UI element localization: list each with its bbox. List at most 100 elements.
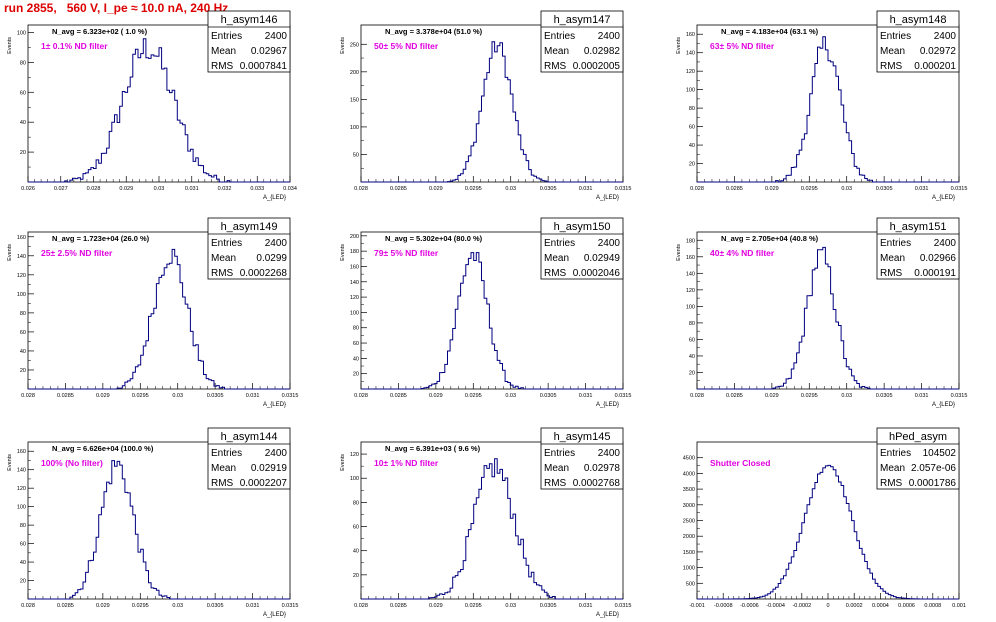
x-tick-label: 0.028 — [87, 186, 101, 192]
x-tick-label: 0.029 — [765, 393, 779, 399]
y-tick-label: 80 — [353, 326, 359, 332]
stats-value-rms: 0.0002268 — [240, 268, 288, 279]
stats-value-entries: 2400 — [934, 31, 957, 42]
stats-label-rms: RMS — [544, 268, 567, 279]
x-tick-label: 0.0285 — [390, 186, 407, 192]
y-tick-label: 80 — [20, 523, 26, 529]
y-tick-label: 100 — [350, 476, 359, 482]
x-axis-label: A_{LED} — [263, 402, 286, 408]
y-tick-label: 100 — [686, 304, 695, 310]
x-tick-label: 0.032 — [218, 186, 232, 192]
stats-label-mean: Mean — [544, 463, 569, 474]
navg-label: N_avg = 5.302e+04 (80.0 %) — [385, 234, 483, 243]
x-tick-label: 0.028 — [354, 603, 368, 609]
stats-label-rms: RMS — [880, 268, 903, 279]
stats-label-rms: RMS — [544, 61, 567, 72]
x-axis-label: A_{LED} — [263, 195, 286, 201]
y-tick-label: 160 — [17, 235, 26, 241]
x-tick-label: 0.026 — [21, 186, 35, 192]
histogram-name: h_asym146 — [221, 14, 278, 26]
y-tick-label: 100 — [350, 125, 359, 131]
x-tick-label: 0.029 — [429, 603, 443, 609]
stats-value-rms: 0.000201 — [914, 61, 956, 72]
stats-value-mean: 0.02972 — [920, 46, 957, 57]
y-tick-label: 20 — [20, 150, 26, 156]
stats-value-entries: 2400 — [265, 238, 288, 249]
y-tick-label: 20 — [353, 372, 359, 378]
stats-value-mean: 0.02982 — [584, 46, 621, 57]
x-tick-label: 0.0285 — [390, 603, 407, 609]
y-tick-label: 140 — [686, 271, 695, 277]
x-tick-label: 0.028 — [690, 186, 704, 192]
stats-label-mean: Mean — [211, 253, 236, 264]
x-tick-label: 0.0295 — [132, 603, 149, 609]
y-tick-label: 40 — [20, 120, 26, 126]
y-tick-label: 50 — [353, 152, 359, 158]
stats-value-entries: 2400 — [598, 31, 621, 42]
x-tick-label: 0.0004 — [872, 603, 889, 609]
stats-box — [207, 217, 291, 280]
x-tick-label: 0.0285 — [726, 186, 743, 192]
x-axis-label: A_{LED} — [932, 195, 955, 201]
x-tick-label: -0.0006 — [740, 603, 759, 609]
y-tick-label: 3500 — [683, 487, 695, 493]
x-tick-label: 0.0295 — [801, 186, 818, 192]
x-axis-label: A_{LED} — [263, 612, 286, 618]
y-tick-label: 20 — [353, 573, 359, 579]
y-tick-label: 120 — [17, 486, 26, 492]
stats-box — [876, 217, 960, 280]
x-tick-label: 0.029 — [119, 186, 133, 192]
stats-value-mean: 0.02967 — [251, 46, 288, 57]
x-tick-label: 0.0305 — [207, 603, 224, 609]
x-tick-label: 0.0006 — [898, 603, 915, 609]
stats-label-rms: RMS — [211, 61, 234, 72]
stats-box — [540, 427, 624, 490]
histogram-name: h_asym145 — [554, 431, 611, 443]
y-tick-label: 200 — [350, 234, 359, 240]
histogram-curve-h_asym148 — [697, 36, 959, 183]
y-tick-label: 100 — [17, 30, 26, 36]
filter-label: 100% (No filter) — [41, 458, 103, 468]
filter-label: 10± 1% ND filter — [374, 458, 439, 468]
navg-label: N_avg = 3.378e+04 (51.0 %) — [385, 27, 483, 36]
navg-label: N_avg = 2.705e+04 (40.8 %) — [721, 234, 819, 243]
x-tick-label: 0.031 — [579, 186, 593, 192]
stats-label-entries: Entries — [880, 31, 911, 42]
x-tick-label: 0.0002 — [846, 603, 863, 609]
histogram-curve-h_asym147 — [361, 41, 623, 183]
y-tick-label: 20 — [689, 162, 695, 168]
x-tick-label: -0.0008 — [714, 603, 733, 609]
x-tick-label: 0.034 — [283, 186, 297, 192]
histogram-curve-h_asym151 — [697, 246, 959, 390]
histogram-curve-hPed_asym — [697, 464, 959, 600]
y-tick-label: 120 — [686, 69, 695, 75]
x-axis-label: A_{LED} — [596, 402, 619, 408]
y-tick-label: 120 — [350, 295, 359, 301]
y-axis-label: Events — [7, 244, 13, 261]
histogram-panel-h_asym151: 20 40 60 80 100 120 140 160 180 0.028 0.0285 0.029 0… — [676, 217, 967, 408]
y-tick-label: 140 — [17, 254, 26, 260]
y-tick-label: 80 — [689, 106, 695, 112]
stats-box — [207, 10, 291, 73]
stats-value-rms: 0.0007841 — [240, 61, 288, 72]
y-tick-label: 120 — [350, 452, 359, 458]
y-tick-label: 120 — [17, 273, 26, 279]
x-tick-label: 0.028 — [21, 603, 35, 609]
navg-label: N_avg = 6.323e+02 ( 1.0 %) — [52, 27, 148, 36]
stats-value-rms: 0.0002207 — [240, 478, 288, 489]
x-tick-label: 0.027 — [54, 186, 68, 192]
x-tick-label: -0.001 — [689, 603, 705, 609]
x-tick-label: 0.0295 — [132, 393, 149, 399]
x-tick-label: 0.029 — [96, 393, 110, 399]
stats-value-rms: 0.0001786 — [909, 478, 957, 489]
x-tick-label: 0.0295 — [465, 393, 482, 399]
x-tick-label: 0.0285 — [390, 393, 407, 399]
y-tick-label: 250 — [350, 42, 359, 48]
x-tick-label: 0.0295 — [801, 393, 818, 399]
x-tick-label: 0.028 — [690, 393, 704, 399]
histogram-panel-h_asym147: 50 100 150 200 250 0.028 0.0285 0.029 0.0295 0.03… — [340, 10, 631, 201]
y-tick-label: 100 — [17, 292, 26, 298]
stats-box — [876, 427, 960, 490]
y-tick-label: 40 — [353, 356, 359, 362]
histogram-name: hPed_asym — [889, 431, 947, 443]
